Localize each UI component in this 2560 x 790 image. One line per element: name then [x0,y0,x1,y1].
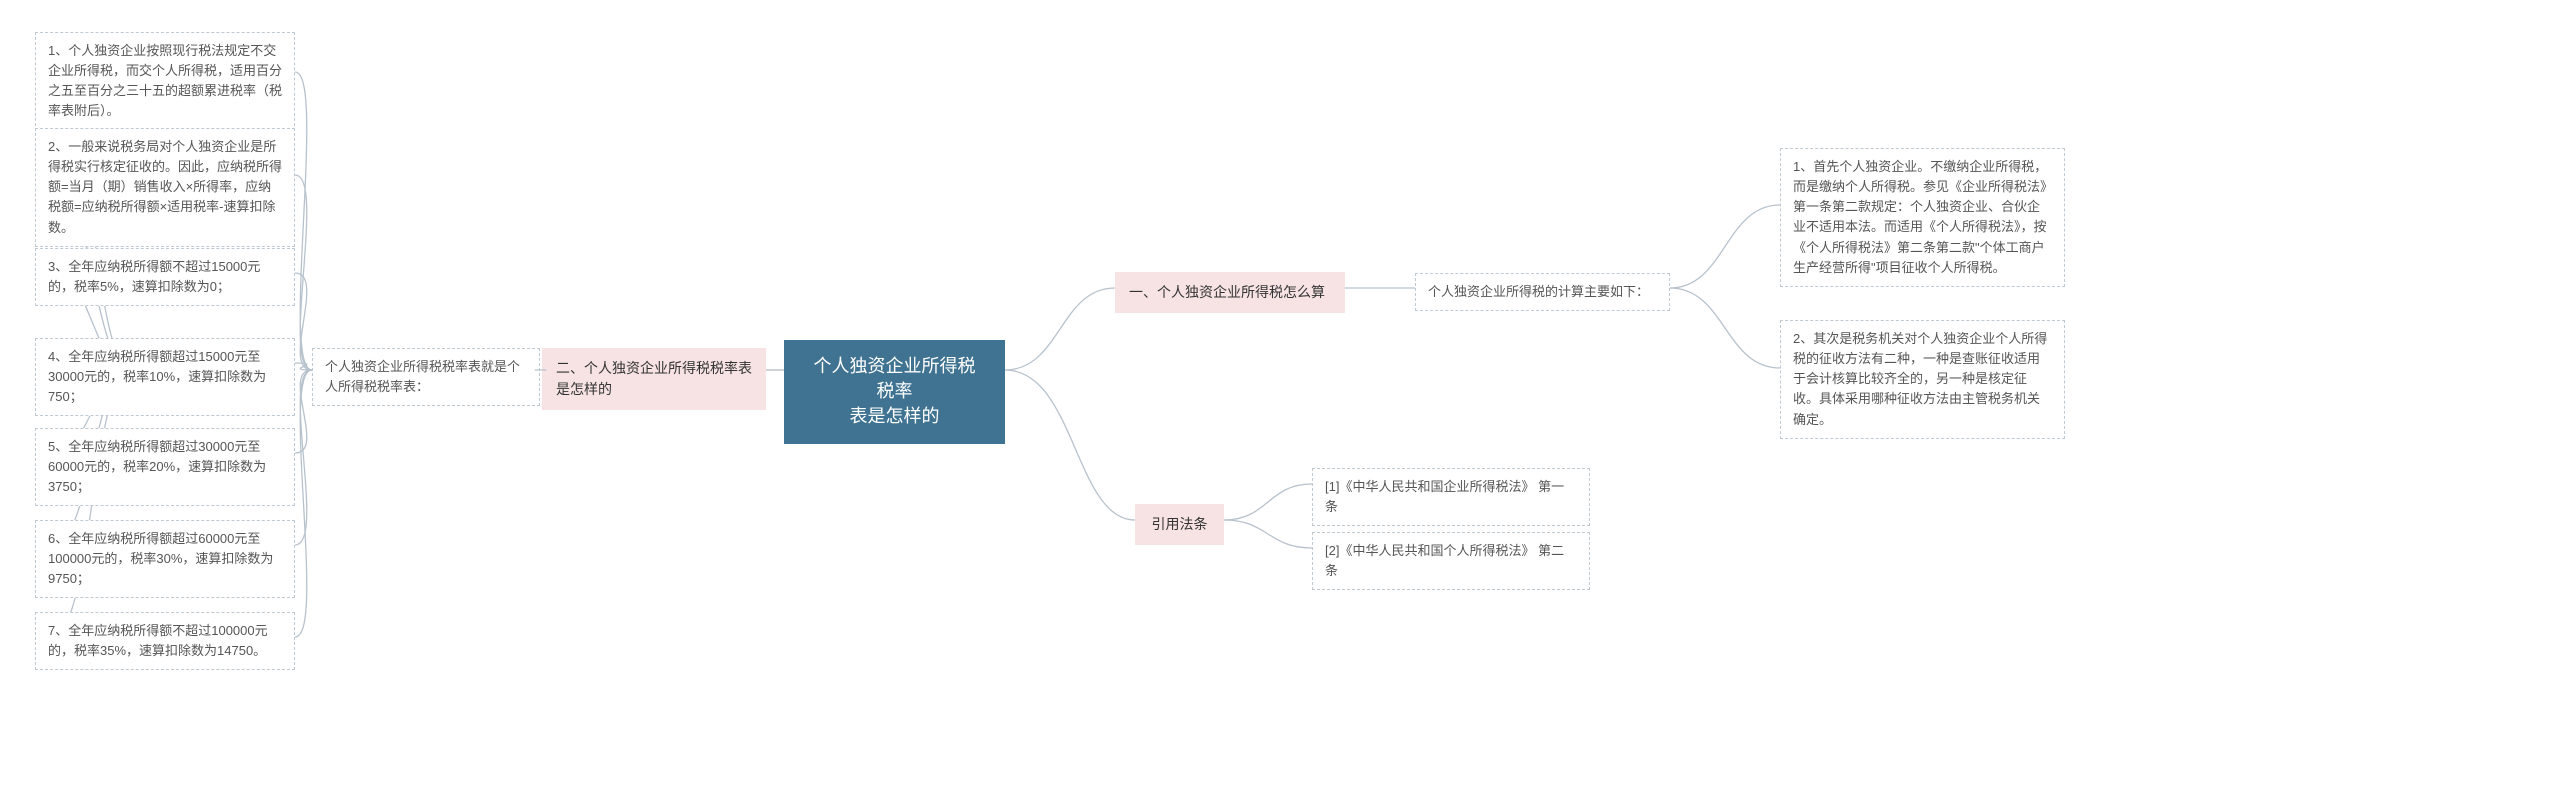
left-leaf-3-text: 3、全年应纳税所得额不超过15000元的，税率5%，速算扣除数为0； [48,259,260,294]
right-branch1-label: 一、个人独资企业所得税怎么算 [1129,284,1325,300]
law-ref-1-text: [1]《中华人民共和国企业所得税法》 第一条 [1325,479,1564,514]
left-leaf-6-text: 6、全年应纳税所得额超过60000元至100000元的，税率30%，速算扣除数为… [48,531,273,586]
center-line2: 表是怎样的 [850,406,940,426]
left-leaf-6: 6、全年应纳税所得额超过60000元至100000元的，税率30%，速算扣除数为… [35,520,295,598]
right-leaf-1-text: 1、首先个人独资企业。不缴纳企业所得税，而是缴纳个人所得税。参见《企业所得税法》… [1793,159,2047,275]
right-leaf-2-text: 2、其次是税务机关对个人独资企业个人所得税的征收方法有二种，一种是查账征收适用于… [1793,331,2047,427]
right-branch1: 一、个人独资企业所得税怎么算 [1115,272,1345,313]
left-leaf-7: 7、全年应纳税所得额不超过100000元的，税率35%，速算扣除数为14750。 [35,612,295,670]
left-branch-sub-text: 个人独资企业所得税税率表就是个人所得税税率表： [325,359,520,394]
right-branch1-sub-text: 个人独资企业所得税的计算主要如下： [1428,284,1649,299]
right-branch1-sub: 个人独资企业所得税的计算主要如下： [1415,273,1670,311]
center-node: 个人独资企业所得税税率 表是怎样的 [784,340,1005,444]
law-ref-2-text: [2]《中华人民共和国个人所得税法》 第二条 [1325,543,1564,578]
left-leaf-4-text: 4、全年应纳税所得额超过15000元至30000元的，税率10%，速算扣除数为7… [48,349,266,404]
left-leaf-4: 4、全年应纳税所得额超过15000元至30000元的，税率10%，速算扣除数为7… [35,338,295,416]
left-branch: 二、个人独资企业所得税税率表是怎样的 [542,348,766,410]
law-ref-2: [2]《中华人民共和国个人所得税法》 第二条 [1312,532,1590,590]
left-leaf-5: 5、全年应纳税所得额超过30000元至60000元的，税率20%，速算扣除数为3… [35,428,295,506]
right-branch2-label: 引用法条 [1152,516,1208,532]
left-leaf-7-text: 7、全年应纳税所得额不超过100000元的，税率35%，速算扣除数为14750。 [48,623,268,658]
left-leaf-1-text: 1、个人独资企业按照现行税法规定不交企业所得税，而交个人所得税，适用百分之五至百… [48,43,282,118]
left-leaf-3: 3、全年应纳税所得额不超过15000元的，税率5%，速算扣除数为0； [35,248,295,306]
right-branch2: 引用法条 [1135,504,1224,545]
left-leaf-2-text: 2、一般来说税务局对个人独资企业是所得税实行核定征收的。因此，应纳税所得额=当月… [48,139,282,235]
left-branch-label: 二、个人独资企业所得税税率表是怎样的 [556,360,752,397]
left-leaf-2: 2、一般来说税务局对个人独资企业是所得税实行核定征收的。因此，应纳税所得额=当月… [35,128,295,247]
center-line1: 个人独资企业所得税税率 [814,356,976,401]
right-leaf-1: 1、首先个人独资企业。不缴纳企业所得税，而是缴纳个人所得税。参见《企业所得税法》… [1780,148,2065,287]
left-leaf-5-text: 5、全年应纳税所得额超过30000元至60000元的，税率20%，速算扣除数为3… [48,439,266,494]
right-leaf-2: 2、其次是税务机关对个人独资企业个人所得税的征收方法有二种，一种是查账征收适用于… [1780,320,2065,439]
left-branch-sub: 个人独资企业所得税税率表就是个人所得税税率表： [312,348,540,406]
law-ref-1: [1]《中华人民共和国企业所得税法》 第一条 [1312,468,1590,526]
left-leaf-1: 1、个人独资企业按照现行税法规定不交企业所得税，而交个人所得税，适用百分之五至百… [35,32,295,131]
